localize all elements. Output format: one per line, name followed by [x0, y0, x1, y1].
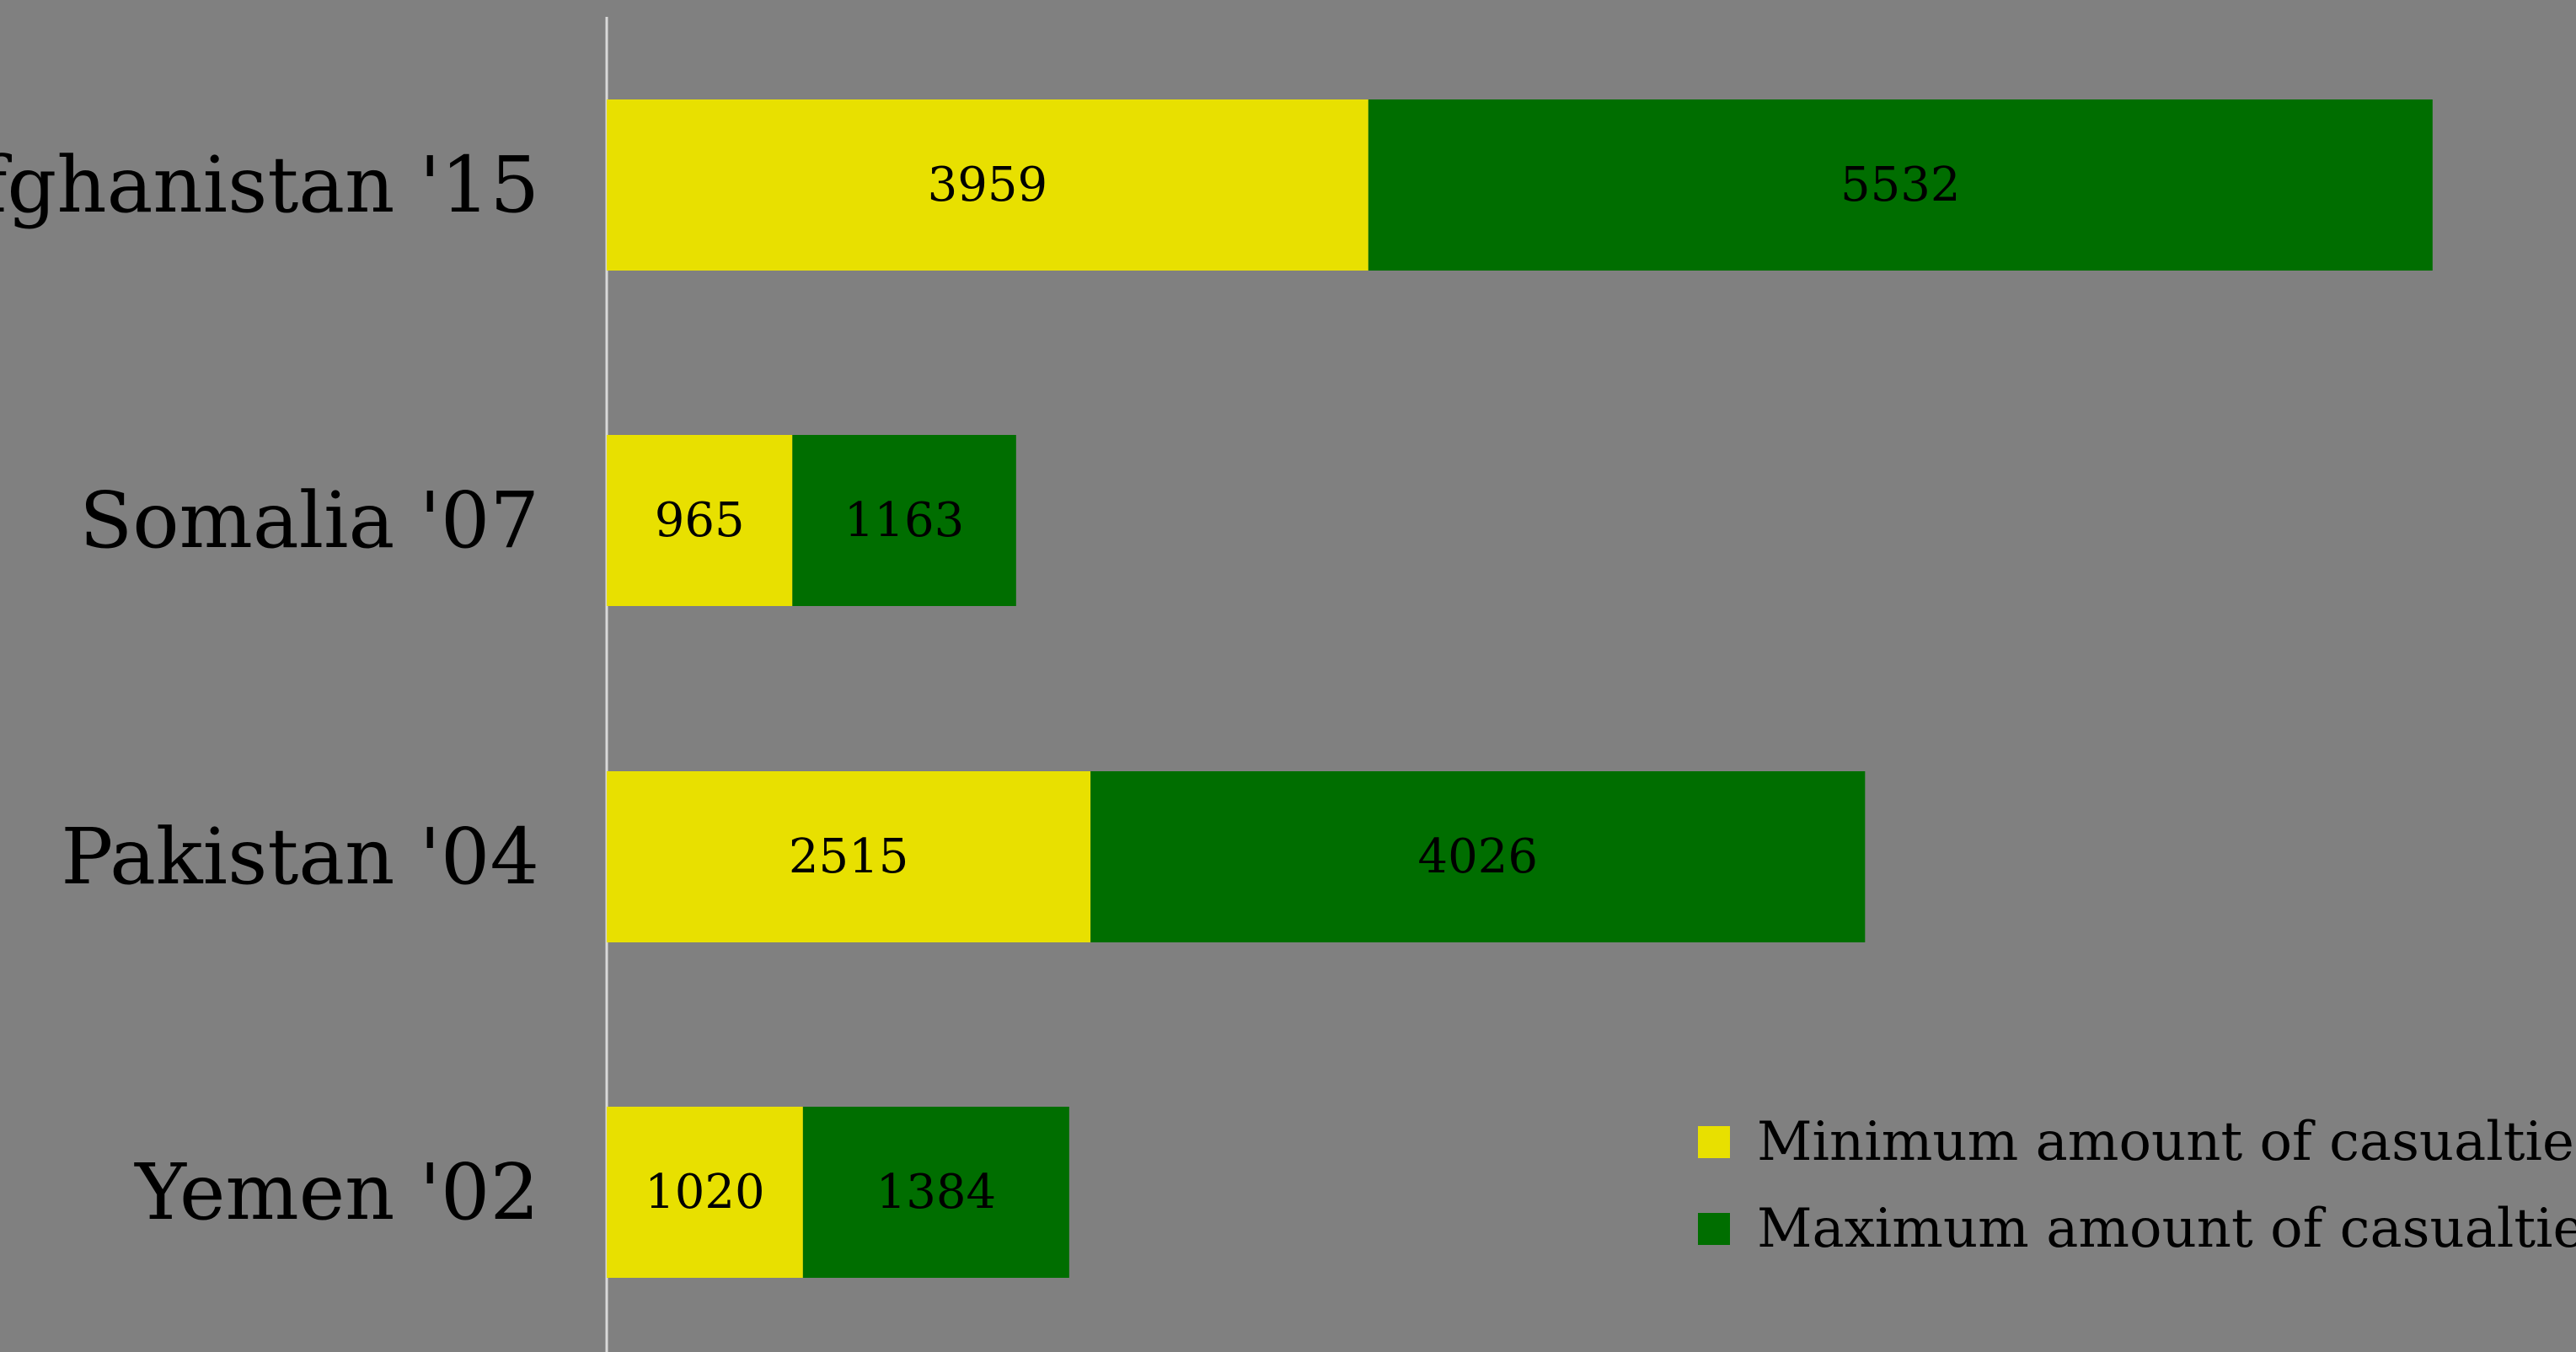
legend-label-min: Minimum amount of casualties	[1757, 1111, 2576, 1173]
category-label: Pakistan '04	[61, 812, 539, 902]
bar-max-segment[interactable]	[802, 1107, 1069, 1278]
data-label: 1020	[645, 1165, 765, 1220]
bar-max-segment[interactable]	[792, 435, 1016, 606]
data-label: 2515	[789, 829, 909, 884]
data-label: 5532	[1840, 158, 1961, 212]
bar-min-segment[interactable]	[607, 99, 1368, 271]
legend-label-max: Maximum amount of casualties	[1757, 1198, 2576, 1260]
category-label: Afghanistan '15	[0, 140, 539, 230]
legend-swatch-max	[1698, 1213, 1730, 1245]
bar-max-segment[interactable]	[1368, 99, 2433, 271]
bar-min-segment[interactable]	[607, 1107, 803, 1278]
data-label: 965	[655, 493, 745, 548]
category-label: Yemen '02	[133, 1147, 539, 1237]
bar-min-segment[interactable]	[607, 435, 793, 606]
data-label: 1163	[844, 493, 965, 548]
data-label: 4026	[1417, 829, 1538, 884]
bar-min-segment[interactable]	[607, 771, 1091, 942]
legend-swatch-min	[1698, 1126, 1730, 1158]
bar-max-segment[interactable]	[1090, 771, 1866, 942]
category-label: Somalia '07	[79, 475, 539, 566]
data-label: 1384	[876, 1165, 997, 1220]
data-label: 3959	[928, 158, 1048, 212]
